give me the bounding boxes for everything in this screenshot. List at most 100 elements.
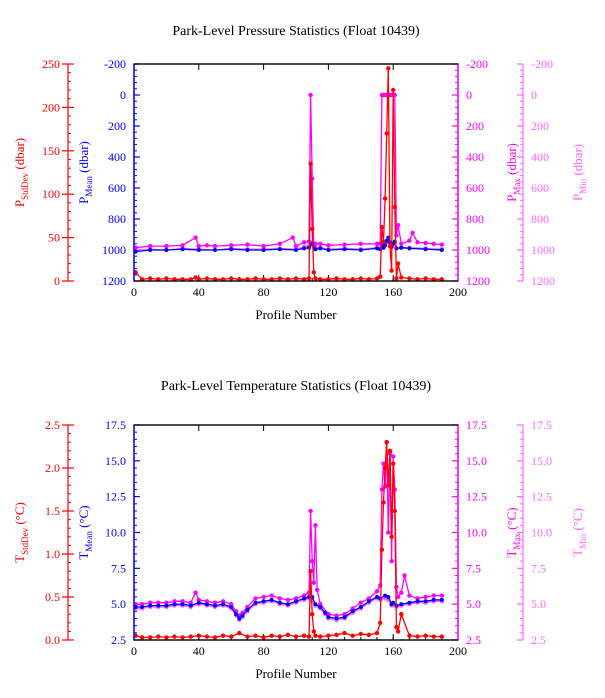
- data-point: [204, 602, 209, 607]
- y-axis-label-mean: PMean (dbar): [76, 141, 94, 204]
- y-tick-label: 400: [108, 150, 126, 164]
- data-point: [375, 246, 379, 251]
- data-point: [302, 246, 307, 251]
- data-point: [237, 630, 242, 636]
- data-point: [318, 277, 323, 282]
- data-point: [311, 580, 316, 585]
- data-point: [387, 244, 393, 249]
- data-point: [423, 247, 428, 252]
- data-point: [386, 595, 391, 599]
- data-point: [395, 223, 401, 228]
- data-point: [156, 600, 161, 605]
- y-tick-label: 12.5: [105, 490, 126, 504]
- y-axis-min: 2.5 5.0 7.5 10.0 12.5 15.0 17.5 TMin (°C): [517, 418, 588, 647]
- data-point: [382, 196, 388, 201]
- data-point: [261, 599, 266, 604]
- data-point: [342, 612, 347, 617]
- data-point: [285, 277, 291, 282]
- data-point: [293, 634, 299, 639]
- data-point: [293, 243, 299, 249]
- data-point: [311, 270, 316, 275]
- y-tick-label: 1000: [531, 243, 555, 257]
- y-tick-label: 800: [108, 212, 126, 226]
- x-tick-label: 40: [193, 285, 205, 299]
- data-point: [261, 243, 266, 249]
- data-point: [139, 602, 145, 607]
- data-point: [306, 276, 312, 281]
- y-axis-label-min: PMin (dbar): [570, 144, 588, 201]
- y-tick-label: 1200: [531, 274, 555, 288]
- data-point: [350, 277, 355, 282]
- x-tick-label: 80: [258, 644, 270, 658]
- y-tick-label: 200: [108, 119, 126, 133]
- data-point: [188, 600, 193, 605]
- y-tick-label: 0: [54, 274, 60, 288]
- data-point: [313, 523, 318, 528]
- data-point: [379, 487, 385, 492]
- y-tick-label: 800: [466, 212, 484, 226]
- data-point: [391, 87, 396, 93]
- data-point: [439, 277, 444, 282]
- series-stddev: [133, 66, 444, 282]
- data-point: [277, 241, 282, 246]
- y-tick-label: 12.5: [466, 490, 487, 504]
- data-point: [350, 606, 355, 611]
- data-point: [261, 277, 266, 282]
- y-tick-label: 2.5: [111, 633, 126, 647]
- data-point: [431, 593, 436, 598]
- data-point: [358, 276, 363, 281]
- data-point: [180, 277, 185, 282]
- data-point: [402, 573, 407, 578]
- data-point: [366, 596, 372, 601]
- data-point: [415, 596, 420, 601]
- x-tick-label: 0: [131, 644, 137, 658]
- data-point: [358, 631, 363, 637]
- data-point: [326, 248, 331, 252]
- y-tick-label: 0: [466, 88, 472, 102]
- data-point: [221, 602, 226, 607]
- data-point: [204, 276, 210, 281]
- y-tick-label: 800: [531, 212, 549, 226]
- data-point: [407, 600, 412, 605]
- data-point: [193, 275, 198, 280]
- data-point: [193, 590, 198, 595]
- x-axis-label: Profile Number: [255, 307, 337, 322]
- data-point: [156, 603, 161, 608]
- y-axis-max: -200 0 200 400 600 800 1000 1200 PMax (dbar): [452, 57, 522, 288]
- data-point: [269, 277, 274, 282]
- data-point: [245, 634, 250, 639]
- data-point: [180, 599, 185, 604]
- data-point: [229, 634, 234, 639]
- data-point: [423, 240, 428, 246]
- data-point: [204, 599, 210, 604]
- data-point: [366, 632, 372, 637]
- y-tick-label: -200: [104, 57, 126, 71]
- data-point: [379, 225, 385, 230]
- y-tick-label: 1.0: [45, 547, 60, 561]
- data-point: [188, 277, 193, 282]
- data-point: [395, 594, 401, 600]
- data-point: [399, 590, 404, 595]
- data-point: [180, 247, 185, 252]
- data-point: [148, 600, 153, 605]
- x-tick-label: 200: [449, 644, 467, 658]
- y-tick-label: -200: [531, 57, 553, 71]
- data-point: [164, 243, 169, 249]
- data-point: [310, 612, 315, 617]
- y-axis-min: -200 0 200 400 600 800 1000 1200 PMin (dbar): [517, 57, 588, 288]
- data-point: [415, 277, 420, 282]
- y-tick-label: 1200: [102, 274, 126, 288]
- data-point: [253, 276, 258, 281]
- data-point: [318, 246, 323, 251]
- data-point: [366, 277, 372, 282]
- data-point: [308, 569, 313, 574]
- data-point: [229, 276, 234, 281]
- data-point: [423, 599, 428, 604]
- data-point: [172, 634, 177, 639]
- y-tick-label: 400: [531, 150, 549, 164]
- data-point: [245, 242, 250, 247]
- data-point: [378, 274, 383, 279]
- data-point: [386, 530, 391, 535]
- data-point: [407, 633, 412, 638]
- x-tick-label: 120: [319, 285, 337, 299]
